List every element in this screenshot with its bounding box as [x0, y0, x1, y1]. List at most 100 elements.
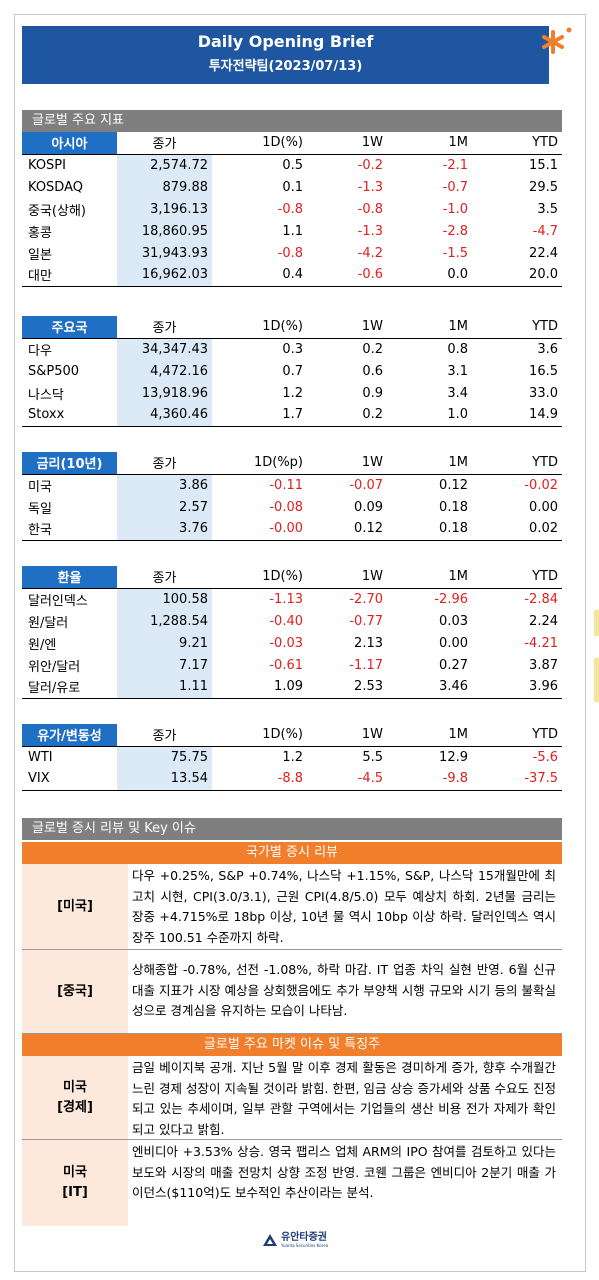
close-value: 4,360.46 [117, 404, 212, 427]
change-value: -1.3 [357, 223, 383, 239]
table-row: 원/엔 9.21 -0.03 2.13 0.00 -4.21 [22, 632, 562, 654]
change-value: 0.00 [529, 499, 558, 515]
side-marker [594, 610, 599, 636]
column-header: YTD [472, 566, 562, 589]
us-it-row: 미국 [IT] 엔비디아 +3.53% 상승. 영국 팹리스 업체 ARM의 IP… [22, 1140, 562, 1226]
market-table: 아시아 종가 1D(%) 1W 1M YTD KOSPI 2,574.72 0.5 -0.2 -2.… [22, 132, 562, 287]
change-value: -0.02 [524, 477, 558, 493]
table-row: 다우 34,347.43 0.3 0.2 0.8 3.6 [22, 338, 562, 360]
side-marker [594, 658, 599, 702]
section-label: 아시아 [22, 132, 117, 155]
table-row: 나스닥 13,918.96 1.2 0.9 3.4 33.0 [22, 382, 562, 404]
close-value: 2.57 [117, 496, 212, 518]
change-value: -2.96 [434, 591, 468, 607]
column-header: 1D(%p) [212, 452, 307, 475]
change-value: -1.5 [442, 245, 468, 261]
us-review-label: [미국] [22, 864, 128, 949]
column-header: 종가 [117, 132, 212, 155]
column-header: 1D(%) [212, 566, 307, 589]
change-value: 0.12 [439, 477, 468, 493]
change-value: 0.2 [362, 341, 383, 357]
change-value: -0.2 [357, 157, 383, 173]
row-name: 독일 [28, 501, 52, 517]
change-value: 1.09 [212, 676, 307, 699]
change-value: -0.7 [442, 179, 468, 195]
us-it-label: 미국 [IT] [22, 1140, 128, 1226]
change-value: 0.4 [212, 264, 307, 287]
section-label: 주요국 [22, 316, 117, 339]
close-value: 4,472.16 [117, 360, 212, 382]
column-header: YTD [472, 452, 562, 475]
change-value: 3.46 [387, 676, 472, 699]
table-row: 독일 2.57 -0.08 0.09 0.18 0.00 [22, 496, 562, 518]
market-table: 환율 종가 1D(%) 1W 1M YTD 달러인덱스 100.58 -1.13 -2.70 -2.… [22, 566, 562, 699]
close-value: 879.88 [117, 176, 212, 198]
row-name: Stoxx [22, 404, 117, 427]
change-value: 1.2 [282, 385, 303, 401]
row-name: KOSPI [28, 157, 66, 173]
table-row: 홍콩 18,860.95 1.1 -1.3 -2.8 -4.7 [22, 220, 562, 242]
change-value: 0.0 [387, 264, 472, 287]
column-header: 1D(%) [212, 724, 307, 747]
close-value: 3,196.13 [117, 198, 212, 220]
section-label: 금리(10년) [22, 452, 117, 475]
change-value: -4.21 [524, 635, 558, 651]
change-value: 0.3 [282, 341, 303, 357]
change-value: 3.4 [447, 385, 468, 401]
change-value: -2.8 [442, 223, 468, 239]
table-row: WTI 75.75 1.2 5.5 12.9 -5.6 [22, 746, 562, 768]
row-name: 달러인덱스 [28, 593, 88, 609]
change-value: 0.03 [439, 613, 468, 629]
change-value: 3.1 [447, 363, 468, 379]
us-economy-row: 미국 [경제] 금일 베이지북 공개. 지난 5월 말 이후 경제 활동은 경미하… [22, 1056, 562, 1140]
change-value: 1.2 [282, 749, 303, 765]
change-value: 0.7 [282, 363, 303, 379]
change-value: 0.9 [362, 385, 383, 401]
asterisk-logo-icon [542, 27, 572, 54]
change-value: 3.87 [529, 657, 558, 673]
change-value: -0.8 [277, 245, 303, 261]
change-value: 1.7 [212, 404, 307, 427]
column-header: 1M [387, 452, 472, 475]
table-row: VIX 13.54 -8.8 -4.5 -9.8 -37.5 [22, 768, 562, 791]
column-header: 1W [307, 132, 387, 155]
change-value: 12.9 [439, 749, 468, 765]
row-name: 한국 [22, 518, 117, 541]
change-value: 33.0 [529, 385, 558, 401]
us-economy-label: 미국 [경제] [22, 1056, 128, 1139]
market-table: 유가/변동성 종가 1D(%) 1W 1M YTD WTI 75.75 1.2 5.5 12.9 -5… [22, 724, 562, 791]
change-value: 3.96 [472, 676, 562, 699]
change-value: 15.1 [529, 157, 558, 173]
brand-footer: 유안타증권 Yuanta Securities Korea [262, 1232, 328, 1248]
table-row: Stoxx 4,360.46 1.7 0.2 1.0 14.9 [22, 404, 562, 427]
change-value: 2.24 [529, 613, 558, 629]
row-name: 중국(상해) [28, 203, 86, 219]
row-name: 나스닥 [28, 387, 64, 403]
close-value: 13.54 [117, 768, 212, 791]
change-value: -4.2 [357, 245, 383, 261]
title-banner: Daily Opening Brief 투자전략팀(2023/07/13) [22, 26, 549, 84]
change-value: 0.00 [439, 635, 468, 651]
column-header: 종가 [117, 316, 212, 339]
row-name: 달러/유로 [22, 676, 117, 699]
us-review-text: 다우 +0.25%, S&P +0.74%, 나스닥 +1.15%, S&P, … [132, 868, 556, 945]
change-value: 0.18 [387, 518, 472, 541]
change-value: 0.1 [282, 179, 303, 195]
change-value: 0.2 [307, 404, 387, 427]
change-value: 0.5 [282, 157, 303, 173]
column-header: 1W [307, 452, 387, 475]
change-value: 22.4 [529, 245, 558, 261]
column-header: 1W [307, 724, 387, 747]
table-row: 원/달러 1,288.54 -0.40 -0.77 0.03 2.24 [22, 610, 562, 632]
close-value: 3.86 [117, 474, 212, 496]
china-review-label: [중국] [22, 950, 128, 1033]
change-value: -0.8 [277, 201, 303, 217]
change-value: -8.8 [212, 768, 307, 791]
row-name: 원/엔 [28, 637, 57, 653]
row-name: 위안/달러 [28, 659, 81, 675]
row-name: WTI [28, 749, 53, 765]
change-value: 5.5 [362, 749, 383, 765]
section-label: 유가/변동성 [22, 724, 117, 747]
close-value: 3.76 [117, 518, 212, 541]
china-review-row: [중국] 상해종합 -0.78%, 선전 -1.08%, 하락 마감. IT 업… [22, 950, 562, 1034]
